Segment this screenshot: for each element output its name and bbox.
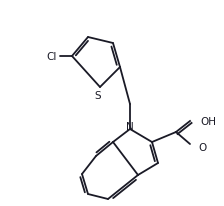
Text: O: O xyxy=(198,142,206,152)
Text: S: S xyxy=(95,91,101,101)
Text: OH: OH xyxy=(200,116,216,126)
Text: N: N xyxy=(126,121,134,131)
Text: Cl: Cl xyxy=(47,52,57,62)
